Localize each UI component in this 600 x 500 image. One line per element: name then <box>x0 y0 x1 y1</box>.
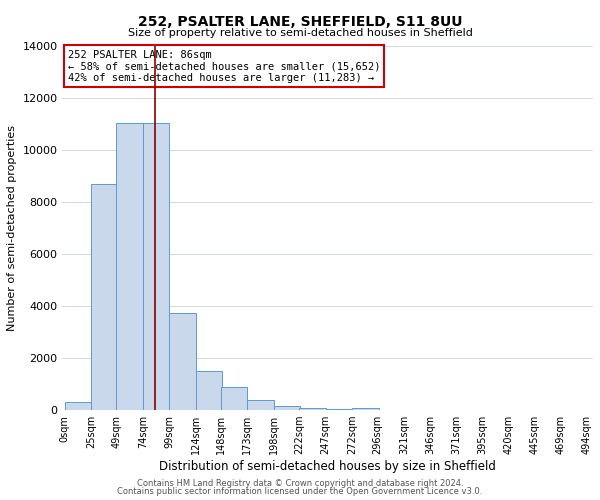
Bar <box>116 122 143 410</box>
Text: 252, PSALTER LANE, SHEFFIELD, S11 8UU: 252, PSALTER LANE, SHEFFIELD, S11 8UU <box>138 15 462 29</box>
Bar <box>65 402 91 410</box>
Bar <box>247 400 274 410</box>
Text: Contains public sector information licensed under the Open Government Licence v3: Contains public sector information licen… <box>118 487 482 496</box>
Text: Size of property relative to semi-detached houses in Sheffield: Size of property relative to semi-detach… <box>128 28 472 38</box>
Bar <box>169 312 196 410</box>
Bar <box>143 122 169 410</box>
Bar <box>299 408 326 410</box>
Bar <box>274 406 300 410</box>
Text: Contains HM Land Registry data © Crown copyright and database right 2024.: Contains HM Land Registry data © Crown c… <box>137 478 463 488</box>
Y-axis label: Number of semi-detached properties: Number of semi-detached properties <box>7 125 17 331</box>
X-axis label: Distribution of semi-detached houses by size in Sheffield: Distribution of semi-detached houses by … <box>160 460 496 473</box>
Bar <box>91 184 118 410</box>
Bar <box>221 386 247 410</box>
Bar <box>352 408 379 410</box>
Bar <box>196 371 222 410</box>
Text: 252 PSALTER LANE: 86sqm
← 58% of semi-detached houses are smaller (15,652)
42% o: 252 PSALTER LANE: 86sqm ← 58% of semi-de… <box>68 50 380 83</box>
